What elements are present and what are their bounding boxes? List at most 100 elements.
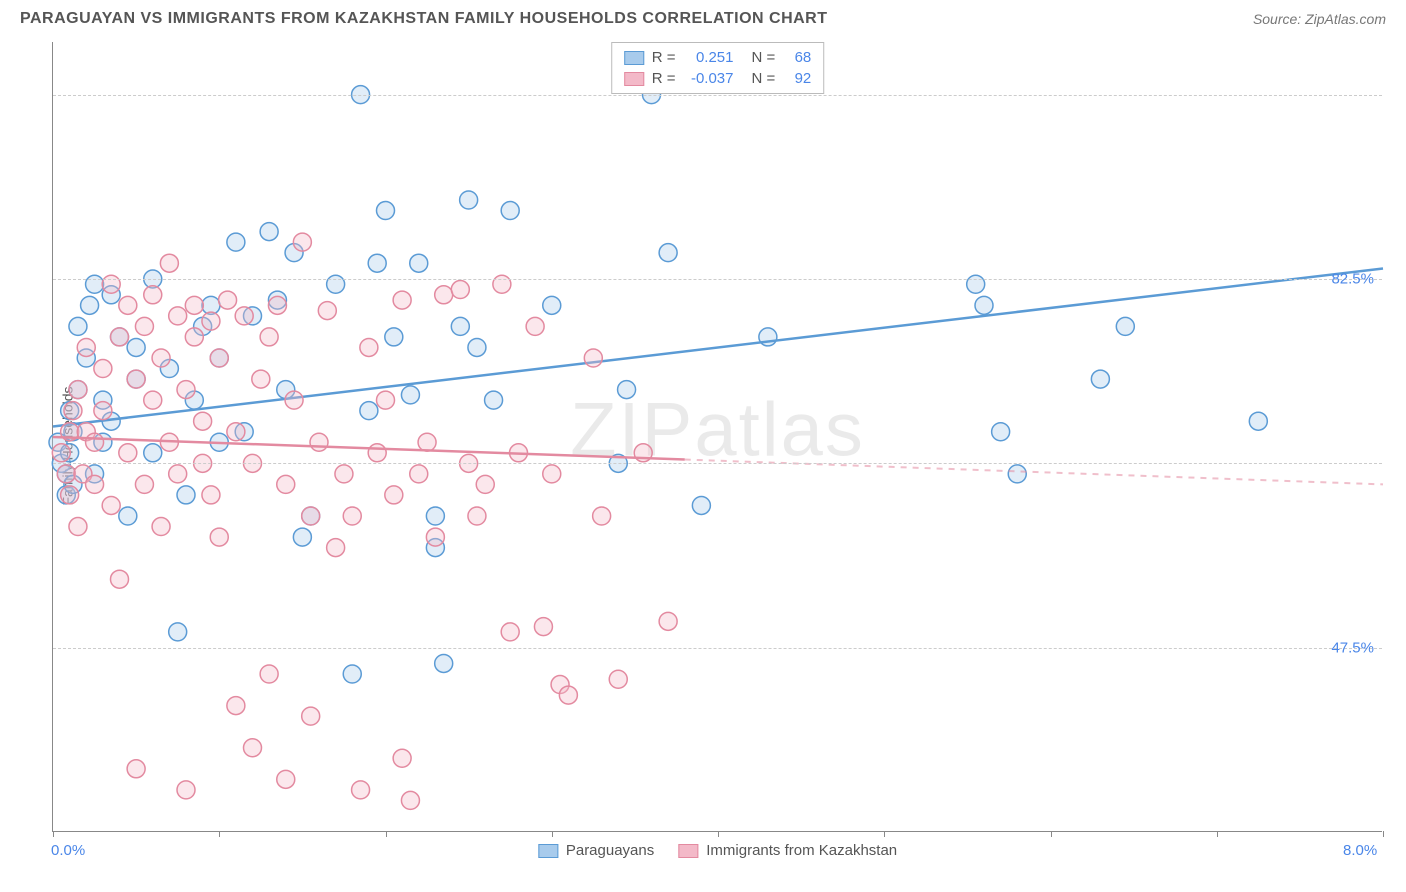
scatter-point bbox=[352, 781, 370, 799]
scatter-point bbox=[64, 402, 82, 420]
scatter-point bbox=[975, 296, 993, 314]
scatter-point bbox=[327, 539, 345, 557]
scatter-point bbox=[86, 275, 104, 293]
scatter-point bbox=[967, 275, 985, 293]
gridline-horizontal bbox=[53, 95, 1382, 96]
x-tick-mark bbox=[1217, 831, 1218, 837]
scatter-point bbox=[268, 296, 286, 314]
scatter-point bbox=[144, 286, 162, 304]
legend-swatch bbox=[538, 844, 558, 858]
scatter-point bbox=[210, 528, 228, 546]
x-tick-mark bbox=[386, 831, 387, 837]
scatter-point bbox=[135, 317, 153, 335]
scatter-point bbox=[252, 370, 270, 388]
scatter-point bbox=[659, 612, 677, 630]
scatter-point bbox=[119, 507, 137, 525]
scatter-point bbox=[111, 328, 129, 346]
scatter-point bbox=[618, 381, 636, 399]
scatter-point bbox=[426, 507, 444, 525]
gridline-horizontal bbox=[53, 648, 1382, 649]
scatter-point bbox=[219, 291, 237, 309]
scatter-point bbox=[111, 570, 129, 588]
scatter-point bbox=[177, 486, 195, 504]
scatter-point bbox=[1116, 317, 1134, 335]
scatter-point bbox=[52, 444, 70, 462]
scatter-point bbox=[152, 518, 170, 536]
chart-plot-area: ZIPatlas R =0.251N =68R =-0.037N =92 Par… bbox=[52, 42, 1382, 832]
scatter-point bbox=[393, 291, 411, 309]
scatter-point bbox=[692, 496, 710, 514]
scatter-point bbox=[94, 360, 112, 378]
scatter-point bbox=[401, 791, 419, 809]
legend-r-label: R = bbox=[652, 49, 676, 66]
scatter-point bbox=[435, 654, 453, 672]
scatter-point bbox=[534, 618, 552, 636]
scatter-point bbox=[385, 486, 403, 504]
scatter-point bbox=[169, 623, 187, 641]
scatter-point bbox=[584, 349, 602, 367]
legend-stat-row: R =0.251N =68 bbox=[624, 47, 812, 68]
scatter-point bbox=[185, 296, 203, 314]
scatter-point bbox=[410, 465, 428, 483]
scatter-point bbox=[476, 475, 494, 493]
scatter-point bbox=[86, 433, 104, 451]
scatter-point bbox=[61, 486, 79, 504]
scatter-point bbox=[235, 307, 253, 325]
scatter-point bbox=[377, 202, 395, 220]
scatter-point bbox=[526, 317, 544, 335]
scatter-point bbox=[227, 697, 245, 715]
scatter-point bbox=[302, 707, 320, 725]
scatter-point bbox=[260, 328, 278, 346]
scatter-point bbox=[302, 507, 320, 525]
scatter-point bbox=[335, 465, 353, 483]
scatter-point bbox=[327, 275, 345, 293]
scatter-point bbox=[160, 254, 178, 272]
scatter-point bbox=[69, 317, 87, 335]
scatter-point bbox=[435, 286, 453, 304]
scatter-point bbox=[368, 254, 386, 272]
x-tick-mark bbox=[1051, 831, 1052, 837]
scatter-point bbox=[293, 233, 311, 251]
gridline-horizontal bbox=[53, 279, 1382, 280]
legend-n-value: 68 bbox=[783, 49, 811, 66]
scatter-point bbox=[1091, 370, 1109, 388]
scatter-point bbox=[360, 338, 378, 356]
legend-series-item: Paraguayans bbox=[538, 842, 654, 859]
legend-r-value: 0.251 bbox=[684, 49, 734, 66]
x-tick-label: 8.0% bbox=[1343, 842, 1377, 859]
scatter-point bbox=[81, 296, 99, 314]
x-tick-mark bbox=[718, 831, 719, 837]
scatter-point bbox=[177, 381, 195, 399]
scatter-point bbox=[102, 496, 120, 514]
scatter-point bbox=[227, 233, 245, 251]
legend-swatch bbox=[678, 844, 698, 858]
scatter-point bbox=[609, 670, 627, 688]
scatter-point bbox=[418, 433, 436, 451]
scatter-point bbox=[543, 296, 561, 314]
scatter-point bbox=[69, 518, 87, 536]
scatter-point bbox=[451, 281, 469, 299]
scatter-point bbox=[460, 191, 478, 209]
scatter-point bbox=[343, 507, 361, 525]
scatter-point bbox=[202, 312, 220, 330]
scatter-point bbox=[127, 338, 145, 356]
scatter-point bbox=[385, 328, 403, 346]
scatter-point bbox=[69, 381, 87, 399]
chart-header: PARAGUAYAN VS IMMIGRANTS FROM KAZAKHSTAN… bbox=[0, 0, 1406, 33]
scatter-plot-svg bbox=[53, 42, 1382, 831]
x-tick-mark bbox=[1383, 831, 1384, 837]
scatter-point bbox=[144, 444, 162, 462]
scatter-point bbox=[543, 465, 561, 483]
scatter-point bbox=[127, 370, 145, 388]
scatter-point bbox=[559, 686, 577, 704]
y-tick-label: 82.5% bbox=[1331, 271, 1374, 288]
scatter-point bbox=[593, 507, 611, 525]
scatter-point bbox=[169, 307, 187, 325]
scatter-point bbox=[659, 244, 677, 262]
scatter-point bbox=[501, 202, 519, 220]
scatter-point bbox=[992, 423, 1010, 441]
scatter-point bbox=[468, 507, 486, 525]
x-tick-mark bbox=[884, 831, 885, 837]
scatter-point bbox=[152, 349, 170, 367]
scatter-point bbox=[185, 328, 203, 346]
